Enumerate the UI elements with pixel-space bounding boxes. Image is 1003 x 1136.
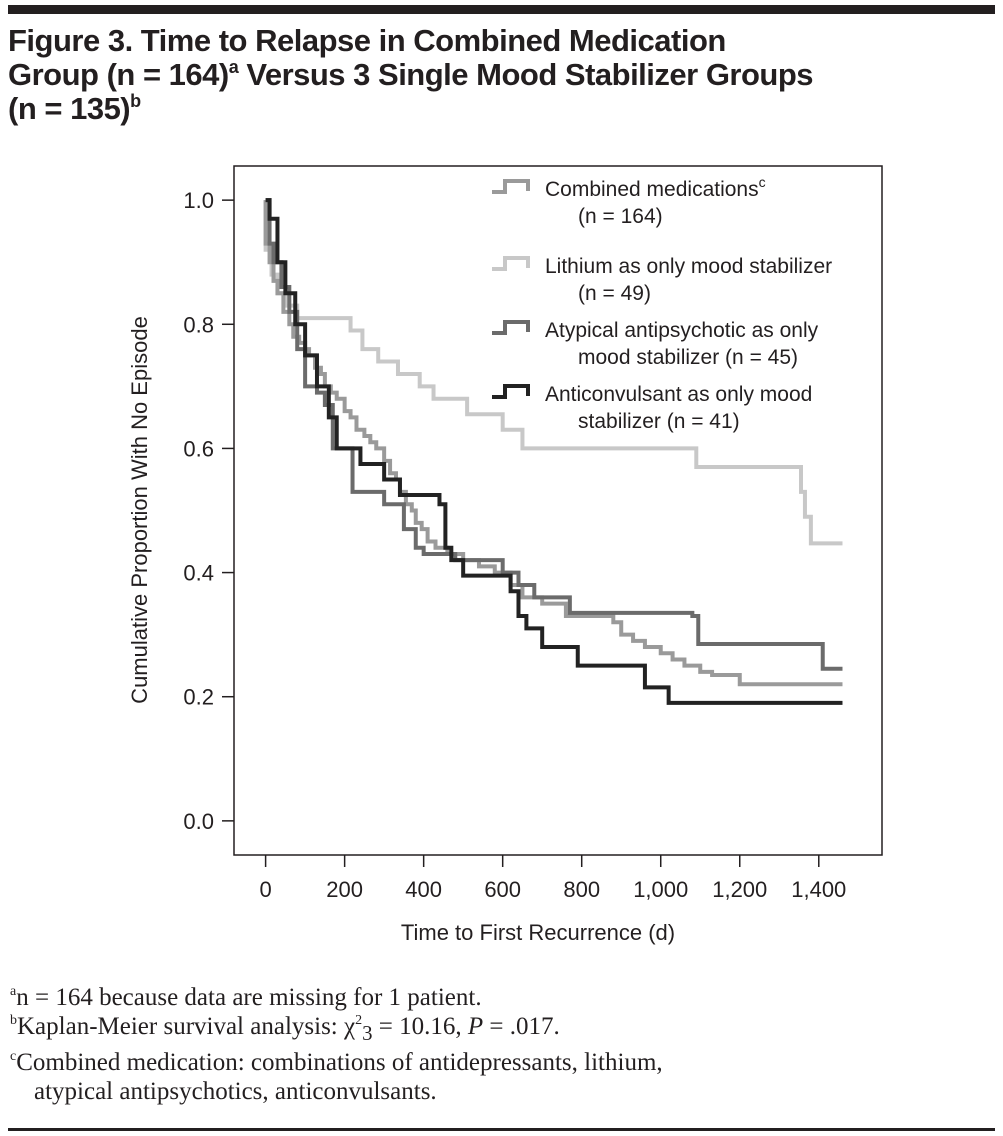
legend: Combined medicationsc (n = 164) Lithium as… — [492, 174, 832, 433]
y-axis: 0.0 0.2 0.4 0.6 0.8 1.0 — [183, 188, 234, 834]
footnote-ref-b: b — [130, 91, 141, 111]
y-tick-label: 0.8 — [183, 312, 214, 337]
footnote-c: cCombined medication: combinations of an… — [10, 1049, 663, 1105]
footnotes: an = 164 because data are missing for 1 … — [10, 983, 1000, 1106]
figure-title: Figure 3. Time to Relapse in Combined Me… — [8, 24, 998, 126]
y-tick-label: 0.2 — [183, 685, 214, 710]
x-axis-label: Time to First Recurrence (d) — [401, 920, 675, 945]
x-axis: 0 200 400 600 800 1,000 1,200 1,400 — [259, 855, 846, 902]
legend-label-atypical-antipsychotic-as-only-mood-stabilizer: Atypical antipsychotic as only — [545, 319, 819, 342]
plot-frame — [233, 165, 883, 856]
legend-sublabel-lithium-as-only-mood-stabilizer: (n = 49) — [578, 282, 651, 305]
y-tick-label: 0.0 — [183, 809, 214, 834]
bottom-rule — [8, 1128, 995, 1131]
legend-sublabel-anticonvulsant-as-only-mood-stabilizer: stabilizer (n = 41) — [578, 410, 740, 433]
legend-sublabel-combined-medications: (n = 164) — [578, 205, 663, 228]
title-line-2: Group (n = 164)a Versus 3 Single Mood St… — [8, 57, 814, 92]
y-tick-label: 0.4 — [183, 561, 214, 586]
x-tick-label: 1,200 — [712, 877, 767, 902]
footnote-a: an = 164 because data are missing for 1 … — [10, 984, 482, 1011]
footnote-b: bKaplan-Meier survival analysis: χ23 = 1… — [10, 1013, 560, 1045]
title-line-1: Figure 3. Time to Relapse in Combined Me… — [8, 23, 726, 58]
series-group — [263, 198, 843, 705]
x-tick-label: 1,400 — [791, 877, 846, 902]
x-tick-label: 800 — [563, 877, 600, 902]
y-axis-label: Cumulative Proportion With No Episode — [127, 316, 152, 704]
legend-label-anticonvulsant-as-only-mood-stabilizer: Anticonvulsant as only mood — [545, 383, 812, 406]
legend-sublabel-atypical-antipsychotic-as-only-mood-stabilizer: mood stabilizer (n = 45) — [578, 346, 798, 369]
title-line-3: (n = 135)b — [8, 91, 141, 126]
top-rule — [8, 5, 995, 14]
legend-swatch-anticonvulsant-as-only-mood-stabilizer — [492, 384, 530, 399]
x-tick-label: 200 — [326, 877, 363, 902]
legend-label-lithium-as-only-mood-stabilizer: Lithium as only mood stabilizer — [545, 255, 832, 278]
y-tick-label: 1.0 — [183, 188, 214, 213]
series-line-atypical-antipsychotic-as-only-mood-stabilizer — [265, 198, 843, 671]
x-tick-label: 0 — [259, 877, 271, 902]
y-tick-label: 0.6 — [183, 436, 214, 461]
legend-swatch-lithium-as-only-mood-stabilizer — [492, 256, 530, 271]
legend-swatch-atypical-antipsychotic-as-only-mood-stabilizer — [492, 320, 530, 335]
x-tick-label: 1,000 — [633, 877, 688, 902]
legend-footnote-ref: c — [759, 174, 766, 190]
survival-chart: 0.0 0.2 0.4 0.6 0.8 1.0 0 200 400 600 800 1,000 1,2… — [127, 165, 883, 945]
x-tick-label: 400 — [405, 877, 442, 902]
x-tick-label: 600 — [484, 877, 521, 902]
series-line-anticonvulsant-as-only-mood-stabilizer — [265, 198, 843, 705]
legend-swatch-combined-medications — [492, 179, 530, 194]
footnote-ref-a: a — [228, 57, 239, 77]
legend-label-combined-medications: Combined medicationsc — [545, 174, 766, 201]
